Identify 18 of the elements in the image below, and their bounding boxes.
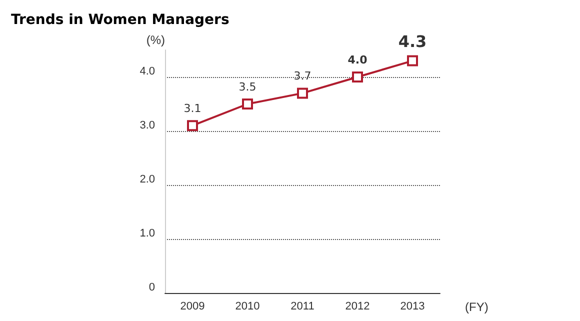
y-tick-label: 2.0 bbox=[140, 174, 155, 186]
y-tick-label: 4.0 bbox=[140, 66, 155, 78]
data-label: 3.1 bbox=[184, 102, 202, 116]
y-axis-title: (%) bbox=[146, 33, 165, 47]
x-tick-label: 2013 bbox=[400, 300, 425, 312]
x-axis-title: (FY) bbox=[465, 300, 488, 314]
data-label: 4.0 bbox=[348, 54, 368, 66]
data-label: 3.7 bbox=[294, 70, 312, 83]
x-tick-label: 2011 bbox=[290, 300, 314, 312]
y-tick-label: 3.0 bbox=[140, 120, 155, 132]
chart-title: Trends in Women Managers bbox=[11, 12, 230, 28]
data-label: 3.5 bbox=[238, 80, 256, 94]
x-tick-label: 2012 bbox=[345, 300, 370, 312]
data-label: 4.3 bbox=[398, 32, 427, 51]
x-tick-label: 2010 bbox=[235, 300, 260, 312]
y-tick-label: 0 bbox=[148, 282, 155, 294]
y-tick-label: 1.0 bbox=[140, 228, 155, 240]
x-tick-label: 2009 bbox=[180, 300, 205, 312]
